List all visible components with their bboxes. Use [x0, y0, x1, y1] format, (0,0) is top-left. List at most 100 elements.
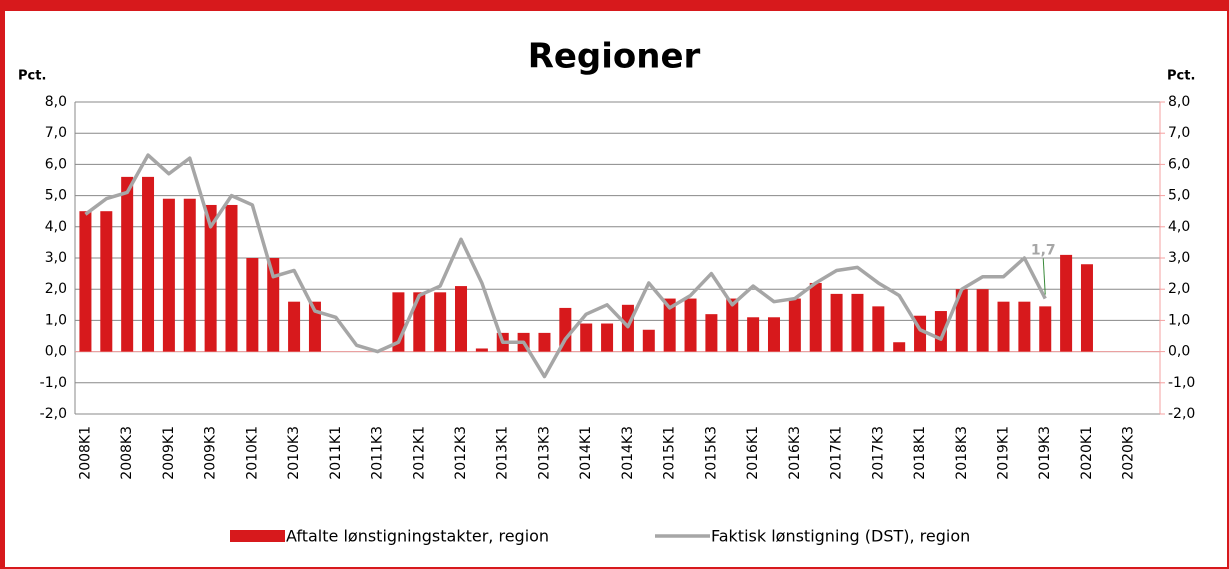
bar [663, 298, 676, 352]
bar [308, 301, 321, 352]
bar [225, 204, 238, 352]
line [84, 153, 1047, 379]
y-tick-label: 6,0 [45, 156, 67, 172]
x-tick-label: 2014K1 [578, 426, 594, 480]
bar [893, 342, 906, 352]
x-tick-label: 2017K1 [829, 426, 845, 480]
bar [142, 176, 155, 352]
chart-title: Regioner [528, 37, 701, 77]
bar [788, 298, 801, 352]
y-tick-label: 8,0 [45, 94, 67, 110]
x-tick-label: 2013K1 [495, 426, 511, 480]
x-tick-label: 2020K3 [1121, 426, 1137, 480]
x-tick-label: 2010K3 [286, 426, 302, 480]
bar [809, 282, 822, 352]
y-tick-label: -2,0 [40, 406, 67, 422]
y-tick-label: 7,0 [45, 125, 67, 141]
y2-tick-label: 5,0 [1168, 188, 1190, 204]
bar [100, 211, 113, 352]
x-tick-label: 2011K1 [328, 426, 344, 480]
x-tick-label: 2019K1 [996, 426, 1012, 480]
y-tick-label: 3,0 [45, 250, 67, 266]
bar [580, 323, 593, 352]
bar [955, 289, 968, 352]
bar [726, 298, 739, 352]
bar [747, 317, 760, 352]
legend-label: Aftalte lønstigningstakter, region [286, 527, 549, 546]
y-tick-label: -1,0 [40, 375, 67, 391]
x-tick-label: 2012K3 [453, 426, 469, 480]
bar [288, 301, 301, 352]
bar [1039, 306, 1052, 352]
x-tick-label: 2016K3 [787, 426, 803, 480]
bar [705, 314, 718, 352]
x-tick-label: 2014K3 [620, 426, 636, 480]
bar [475, 348, 488, 352]
x-tick-label: 2008K1 [77, 426, 93, 480]
y2-tick-label: 2,0 [1168, 281, 1190, 297]
x-tick-label: 2015K1 [662, 426, 678, 480]
x-tick-label: 2013K3 [536, 426, 552, 480]
bar [1018, 301, 1031, 352]
x-tick-label: 2008K3 [119, 426, 135, 480]
y2-tick-label: -1,0 [1168, 375, 1195, 391]
legend-swatch [230, 530, 285, 542]
bar [434, 292, 447, 352]
bar [872, 306, 885, 352]
bar [684, 298, 697, 352]
bar [997, 301, 1010, 352]
bar [934, 311, 947, 352]
bar [1080, 264, 1093, 352]
x-tick-label: 2017K3 [870, 426, 886, 480]
x-tick-label: 2018K3 [954, 426, 970, 480]
bar [183, 198, 196, 352]
bar [851, 293, 864, 352]
bar [538, 332, 551, 352]
x-tick-label: 2015K3 [703, 426, 719, 480]
bar [601, 323, 614, 352]
y2-tick-label: 3,0 [1168, 250, 1190, 266]
bar [455, 286, 468, 352]
y-tick-label: 2,0 [45, 281, 67, 297]
label-leader [1042, 258, 1046, 295]
bar [976, 289, 989, 352]
x-tick-label: 2009K3 [203, 426, 219, 480]
x-tick-label: 2018K1 [912, 426, 928, 480]
y-tick-label: 5,0 [45, 188, 67, 204]
left-bar [0, 10, 5, 569]
bar [559, 307, 572, 352]
y2-tick-label: 7,0 [1168, 125, 1190, 141]
y-axis-label: Pct. [18, 69, 46, 84]
x-tick-label: 2020K1 [1079, 426, 1095, 480]
bar [413, 292, 426, 352]
bar [767, 317, 780, 352]
bar [246, 258, 259, 352]
data-label: 1,7 [1031, 243, 1056, 259]
x-tick-label: 2019K3 [1037, 426, 1053, 480]
x-tick-label: 2010K1 [244, 426, 260, 480]
y-tick-label: 0,0 [45, 344, 67, 360]
x-tick-label: 2016K1 [745, 426, 761, 480]
x-tick-label: 2009K1 [161, 426, 177, 480]
y-tick-label: 1,0 [45, 312, 67, 328]
bar [121, 176, 134, 352]
top-bar [0, 0, 1229, 9]
bar [830, 293, 843, 352]
bar [1060, 254, 1073, 352]
legend-label: Faktisk lønstigning (DST), region [711, 527, 970, 546]
y2-tick-label: 6,0 [1168, 156, 1190, 172]
y-tick-label: 4,0 [45, 219, 67, 235]
y2-tick-label: 0,0 [1168, 344, 1190, 360]
x-tick-label: 2011K3 [370, 426, 386, 480]
bar [267, 258, 280, 352]
y2-tick-label: 1,0 [1168, 312, 1190, 328]
x-tick-label: 2012K1 [411, 426, 427, 480]
bar [79, 211, 92, 352]
y2-tick-label: 8,0 [1168, 94, 1190, 110]
y2-axis-label: Pct. [1167, 69, 1195, 84]
bar [204, 204, 217, 352]
y2-tick-label: -2,0 [1168, 406, 1195, 422]
bar [642, 329, 655, 352]
y2-tick-label: 4,0 [1168, 219, 1190, 235]
